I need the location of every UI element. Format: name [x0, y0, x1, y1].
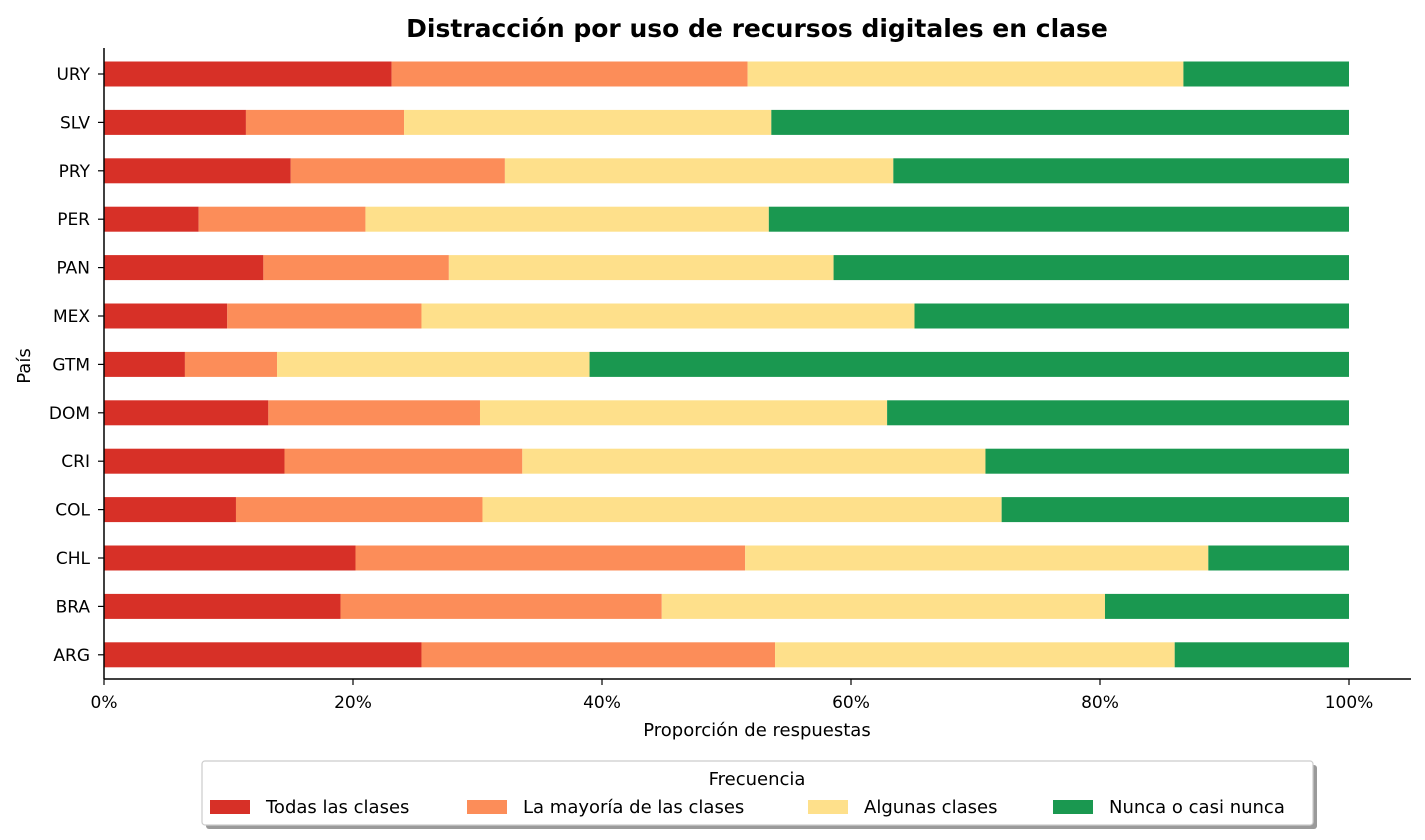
y-tick-label: PER	[57, 210, 90, 230]
y-axis-label: País	[14, 348, 35, 383]
bar-chl-series-1	[104, 545, 356, 571]
legend-label: Algunas clases	[864, 797, 997, 818]
legend: Frecuencia Todas las clases La mayoría de…	[201, 760, 1317, 829]
bar-bra-series-4	[1104, 593, 1349, 619]
bar-bra-series-3	[661, 593, 1105, 619]
y-tick-label: BRA	[56, 597, 91, 617]
bar-cri-series-4	[985, 448, 1349, 474]
legend-label: La mayoría de las clases	[523, 797, 744, 818]
legend-title: Frecuencia	[709, 769, 806, 790]
bar-per-series-3	[365, 206, 769, 232]
bar-gtm-series-1	[104, 351, 185, 377]
bar-mex-series-1	[104, 303, 228, 329]
bar-col-series-2	[235, 497, 483, 523]
bar-pan-series-3	[448, 255, 834, 281]
bar-cri-series-1	[104, 448, 285, 474]
bar-chl-series-3	[745, 545, 1209, 571]
bar-pan-series-2	[263, 255, 449, 281]
chart-title: Distracción por uso de recursos digitale…	[406, 14, 1108, 43]
bar-ury-series-1	[104, 61, 392, 87]
y-tick-label: CRI	[61, 452, 90, 472]
bar-bra-series-2	[340, 593, 662, 619]
bar-gtm-series-3	[277, 351, 590, 377]
bar-slv-series-3	[404, 109, 772, 135]
bar-slv-series-4	[771, 109, 1349, 135]
y-tick-label: DOM	[49, 404, 90, 424]
bar-bra-series-1	[104, 593, 341, 619]
y-tick-label: PRY	[59, 162, 91, 182]
x-tick-label: 20%	[334, 693, 372, 713]
bars-group	[104, 61, 1349, 668]
x-tick-label: 80%	[1081, 693, 1119, 713]
bar-ury-series-3	[747, 61, 1184, 87]
y-tick-label: SLV	[60, 113, 90, 133]
bar-mex-series-2	[227, 303, 422, 329]
bar-pry-series-1	[104, 158, 291, 184]
bar-mex-series-4	[914, 303, 1349, 329]
y-tick-label: URY	[56, 65, 90, 85]
x-tick-label: 40%	[583, 693, 621, 713]
bar-col-series-4	[1001, 497, 1349, 523]
bar-gtm-series-2	[184, 351, 278, 377]
bar-col-series-1	[104, 497, 236, 523]
x-tick-label: 60%	[832, 693, 870, 713]
legend-swatch	[467, 800, 507, 814]
x-axis-label: Proporción de respuestas	[643, 720, 870, 741]
y-tick-label: COL	[55, 501, 90, 521]
bar-chl-series-4	[1208, 545, 1349, 571]
legend-swatch	[210, 800, 250, 814]
bar-per-series-4	[768, 206, 1349, 232]
legend-swatch	[1053, 800, 1093, 814]
legend-label: Nunca o casi nunca	[1109, 797, 1285, 818]
bar-per-series-1	[104, 206, 199, 232]
x-tick-label: 0%	[91, 693, 118, 713]
bar-pry-series-2	[290, 158, 505, 184]
bar-pan-series-1	[104, 255, 264, 281]
bar-ury-series-2	[391, 61, 748, 87]
y-tick-label: CHL	[56, 549, 91, 569]
x-axis-ticks: 0% 20% 40% 60% 80% 100%	[91, 679, 1374, 713]
bar-slv-series-2	[245, 109, 405, 135]
bar-dom-series-2	[268, 400, 480, 426]
bar-chl-series-2	[355, 545, 746, 571]
x-tick-label: 100%	[1325, 693, 1374, 713]
legend-items: Todas las clases La mayoría de las clases…	[210, 797, 1285, 818]
bar-pry-series-3	[504, 158, 894, 184]
bar-arg-series-1	[104, 642, 422, 668]
y-axis-ticks: ARG BRA CHL COL CRI DOM GTM MEX PAN PER PRY SLV URY	[49, 65, 104, 666]
y-tick-label: ARG	[53, 646, 90, 666]
y-tick-label: GTM	[52, 355, 90, 375]
bar-cri-series-3	[522, 448, 986, 474]
legend-swatch	[808, 800, 848, 814]
bar-dom-series-1	[104, 400, 269, 426]
bar-mex-series-3	[421, 303, 915, 329]
bar-dom-series-3	[479, 400, 888, 426]
bar-dom-series-4	[887, 400, 1349, 426]
bar-cri-series-2	[284, 448, 523, 474]
bar-pan-series-4	[833, 255, 1349, 281]
bar-arg-series-4	[1174, 642, 1349, 668]
bar-gtm-series-4	[589, 351, 1349, 377]
bar-col-series-3	[482, 497, 1002, 523]
y-tick-label: MEX	[53, 307, 90, 327]
bar-per-series-2	[198, 206, 366, 232]
legend-label: Todas las clases	[265, 797, 409, 818]
bar-arg-series-3	[775, 642, 1175, 668]
bar-pry-series-4	[893, 158, 1349, 184]
bar-ury-series-4	[1183, 61, 1349, 87]
y-tick-label: PAN	[56, 259, 90, 279]
bar-slv-series-1	[104, 109, 246, 135]
bar-arg-series-2	[421, 642, 776, 668]
